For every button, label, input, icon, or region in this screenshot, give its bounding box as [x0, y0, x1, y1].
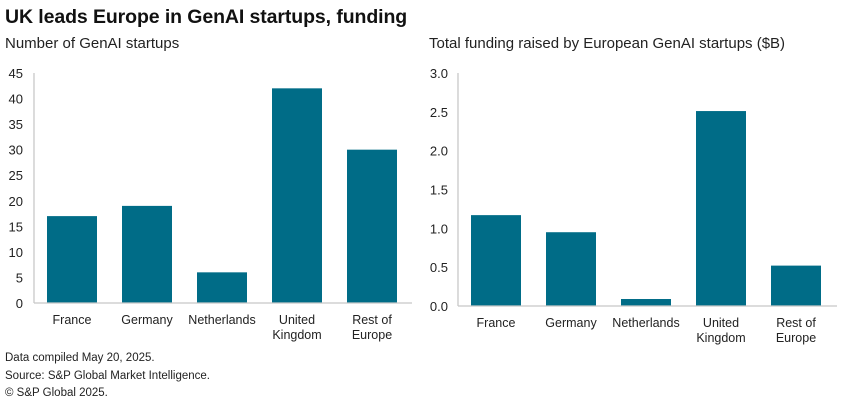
x-tick-label: Europe: [776, 331, 816, 345]
y-tick-label: 1.5: [430, 183, 448, 198]
y-tick-label: 35: [9, 117, 23, 132]
y-tick-label: 3.0: [430, 66, 448, 81]
bar-netherlands: [621, 299, 671, 306]
y-tick-label: 0.5: [430, 260, 448, 275]
chart-title: UK leads Europe in GenAI startups, fundi…: [5, 6, 408, 28]
bar-france: [471, 215, 521, 306]
footer-source: Source: S&P Global Market Intelligence.: [5, 370, 210, 382]
left-chart-subtitle: Number of GenAI startups: [5, 35, 180, 52]
x-tick-label: Germany: [545, 316, 597, 330]
bar-france: [47, 216, 97, 303]
x-tick-label: Netherlands: [612, 316, 679, 330]
y-tick-label: 30: [9, 143, 23, 158]
x-tick-label: United: [279, 313, 315, 327]
y-tick-label: 5: [16, 270, 23, 285]
y-tick-label: 20: [9, 194, 23, 209]
y-tick-label: 10: [9, 245, 23, 260]
x-tick-label: Netherlands: [188, 313, 255, 327]
y-tick-label: 45: [9, 66, 23, 81]
x-tick-label: Rest of: [776, 316, 816, 330]
bar-rest-of-europe: [771, 265, 821, 306]
bar-united-kingdom: [696, 111, 746, 306]
bar-united-kingdom: [272, 88, 322, 303]
y-tick-label: 0.0: [430, 299, 448, 314]
x-tick-label: France: [53, 313, 92, 327]
x-tick-label: Kingdom: [272, 328, 321, 342]
bar-rest-of-europe: [347, 149, 397, 303]
x-tick-label: Rest of: [352, 313, 392, 327]
bar-netherlands: [197, 272, 247, 303]
y-tick-label: 2.0: [430, 144, 448, 159]
y-tick-label: 1.0: [430, 221, 448, 236]
y-tick-label: 40: [9, 92, 23, 107]
y-tick-label: 0: [16, 296, 23, 311]
footer-copyright: © S&P Global 2025.: [5, 387, 108, 399]
footer-date-note: Data compiled May 20, 2025.: [5, 352, 155, 364]
y-tick-label: 15: [9, 219, 23, 234]
bar-germany: [122, 205, 172, 303]
right-chart-subtitle: Total funding raised by European GenAI s…: [429, 35, 786, 52]
startups-bar-chart: 0 5 10 15 20 25 30 35 40 45 France Germany Netherlan…: [9, 66, 412, 342]
bar-germany: [546, 232, 596, 306]
x-tick-label: Kingdom: [696, 331, 745, 345]
y-tick-label: 25: [9, 168, 23, 183]
funding-bar-chart: 0.0 0.5 1.0 1.5 2.0 2.5 3.0 France Germany Nether…: [430, 66, 837, 345]
x-tick-label: France: [477, 316, 516, 330]
y-tick-label: 2.5: [430, 105, 448, 120]
x-tick-label: Europe: [352, 328, 392, 342]
x-tick-label: Germany: [121, 313, 173, 327]
x-tick-label: United: [703, 316, 739, 330]
